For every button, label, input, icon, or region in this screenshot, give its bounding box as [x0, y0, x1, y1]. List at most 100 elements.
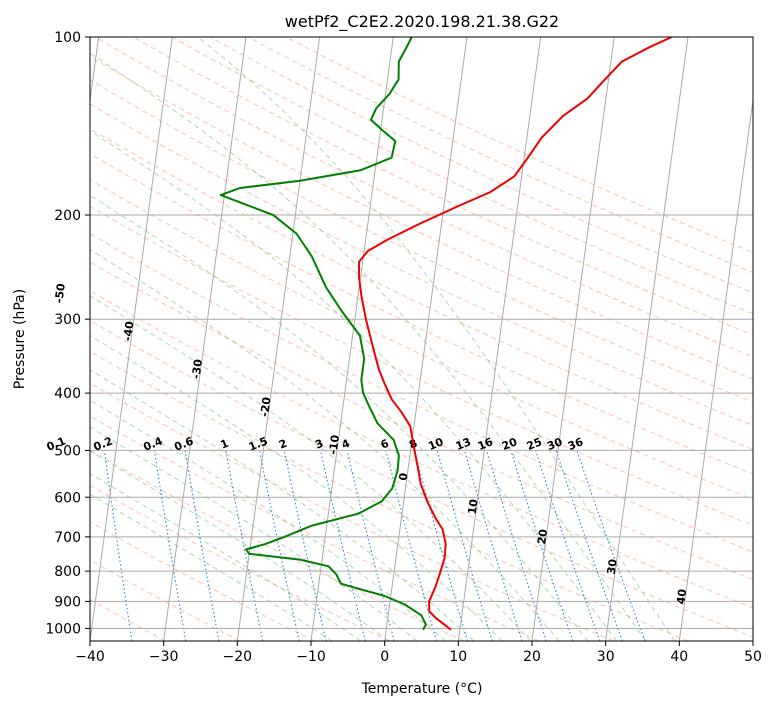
x-tick-label: −20 [223, 649, 253, 665]
isotherm-label: 30 [605, 558, 620, 575]
isotherm-label: 20 [535, 528, 550, 545]
dry-adiabat [90, 103, 753, 427]
dry-adiabat [90, 179, 753, 500]
dry-adiabat [90, 128, 753, 451]
mixing-ratio-label: 13 [454, 435, 473, 453]
x-tick-label: −10 [296, 649, 326, 665]
y-tick-label: 700 [54, 530, 81, 546]
isotherm-line [90, 37, 173, 641]
x-tick-label: 20 [523, 649, 541, 665]
moist-adiabat [90, 473, 361, 641]
y-tick-label: 100 [54, 30, 81, 46]
isotherm-line [605, 37, 689, 641]
dewpoint-profile [219, 37, 427, 631]
mixing-ratio-line [413, 450, 469, 641]
x-tick-label: 50 [744, 649, 762, 665]
y-axis: 100 200 300 400 500 600 700 800 900 1000 [45, 30, 90, 638]
mixing-ratio-line [464, 450, 523, 641]
temperature-profile [357, 37, 673, 631]
x-tick-label: −40 [75, 649, 105, 665]
isotherm-line [457, 37, 542, 641]
dry-adiabat [90, 205, 753, 526]
isotherm-line [236, 37, 321, 641]
isotherm-label: -40 [121, 320, 137, 342]
moist-adiabat [90, 334, 503, 641]
mixing-ratio-label: 20 [500, 435, 519, 453]
mixing-ratio-label: 4 [340, 437, 352, 452]
dry-adiabat [90, 261, 753, 581]
dry-adiabat [94, 37, 753, 358]
dry-adiabat [90, 559, 241, 641]
dry-adiabat [90, 382, 614, 641]
mixing-ratio-label: 36 [566, 435, 585, 453]
isotherm-line [90, 37, 100, 105]
moist-adiabat [90, 249, 560, 641]
mixing-ratio-label: 6 [379, 437, 391, 452]
mixing-ratio-line [486, 450, 547, 641]
y-tick-label: 1000 [45, 622, 81, 638]
moist-adiabat [90, 450, 390, 641]
mixing-ratio-line [184, 450, 220, 641]
mixing-ratio-line [103, 450, 133, 641]
dry-adiabat [90, 449, 465, 641]
dry-adiabat [90, 79, 753, 403]
y-tick-label: 300 [54, 312, 81, 328]
mixing-ratio-line [346, 450, 395, 641]
mixing-ratio-label: 30 [545, 435, 564, 453]
isotherm-line [163, 37, 247, 641]
mixing-ratio-label: 16 [476, 435, 495, 453]
dry-adiabat [90, 56, 753, 380]
mixing-ratio-line [510, 450, 574, 641]
dry-adiabat [90, 233, 753, 553]
mixing-ratio-label: 1 [219, 437, 231, 452]
y-tick-label: 900 [54, 594, 81, 610]
mixing-ratio-line [319, 450, 366, 641]
mixing-ratio-line [258, 450, 300, 641]
mixing-ratio-label: 1.5 [247, 434, 270, 453]
y-axis-label: Pressure (hPa) [12, 289, 28, 389]
isotherm-line [310, 37, 394, 641]
x-tick-label: 0 [380, 649, 389, 665]
dry-adiabat [90, 350, 689, 641]
dry-adiabat [208, 37, 753, 294]
isotherm-label: -10 [326, 434, 342, 456]
isotherm-label: -20 [258, 396, 274, 418]
moist-adiabat [90, 295, 532, 641]
isotherm-label: 40 [674, 588, 689, 605]
dry-adiabat [90, 484, 390, 641]
moist-adiabat [90, 369, 475, 641]
y-tick-label: 200 [54, 208, 81, 224]
x-tick-label: −30 [149, 649, 179, 665]
dry-adiabat [90, 320, 753, 638]
dry-adiabat [90, 153, 753, 475]
x-axis: −40 −30 −20 −10 0 10 20 30 40 50 [75, 641, 762, 665]
dry-adiabat [90, 415, 539, 641]
isotherm-line [678, 96, 753, 641]
x-tick-label: 40 [670, 649, 688, 665]
moist-adiabat [197, 37, 676, 641]
dry-adiabat [132, 37, 753, 336]
grid-lines [90, 37, 753, 641]
mixing-ratio-label: 10 [426, 435, 445, 453]
mixing-ratio-line [555, 450, 623, 641]
moist-adiabat [90, 194, 589, 641]
mixing-ratio-label: 3 [313, 437, 325, 452]
dry-adiabat [90, 521, 315, 641]
mixing-ratio-line [153, 450, 187, 641]
y-tick-label: 600 [54, 490, 81, 506]
mixing-ratio-line [283, 450, 327, 641]
isotherm-line [384, 37, 468, 641]
mixing-ratio-line [535, 450, 601, 641]
moist-adiabat [90, 130, 618, 641]
y-tick-label: 800 [54, 564, 81, 580]
plot-frame [89, 36, 754, 642]
dry-adiabat [170, 37, 753, 315]
sounding-profiles [219, 37, 673, 631]
x-tick-label: 10 [449, 649, 467, 665]
chart-title: wetPf2_C2E2.2020.198.21.38.G22 [285, 12, 559, 32]
x-axis-label: Temperature (°C) [361, 681, 483, 697]
mixing-ratio-label: 0.2 [92, 434, 115, 453]
isotherm-line [531, 37, 615, 641]
